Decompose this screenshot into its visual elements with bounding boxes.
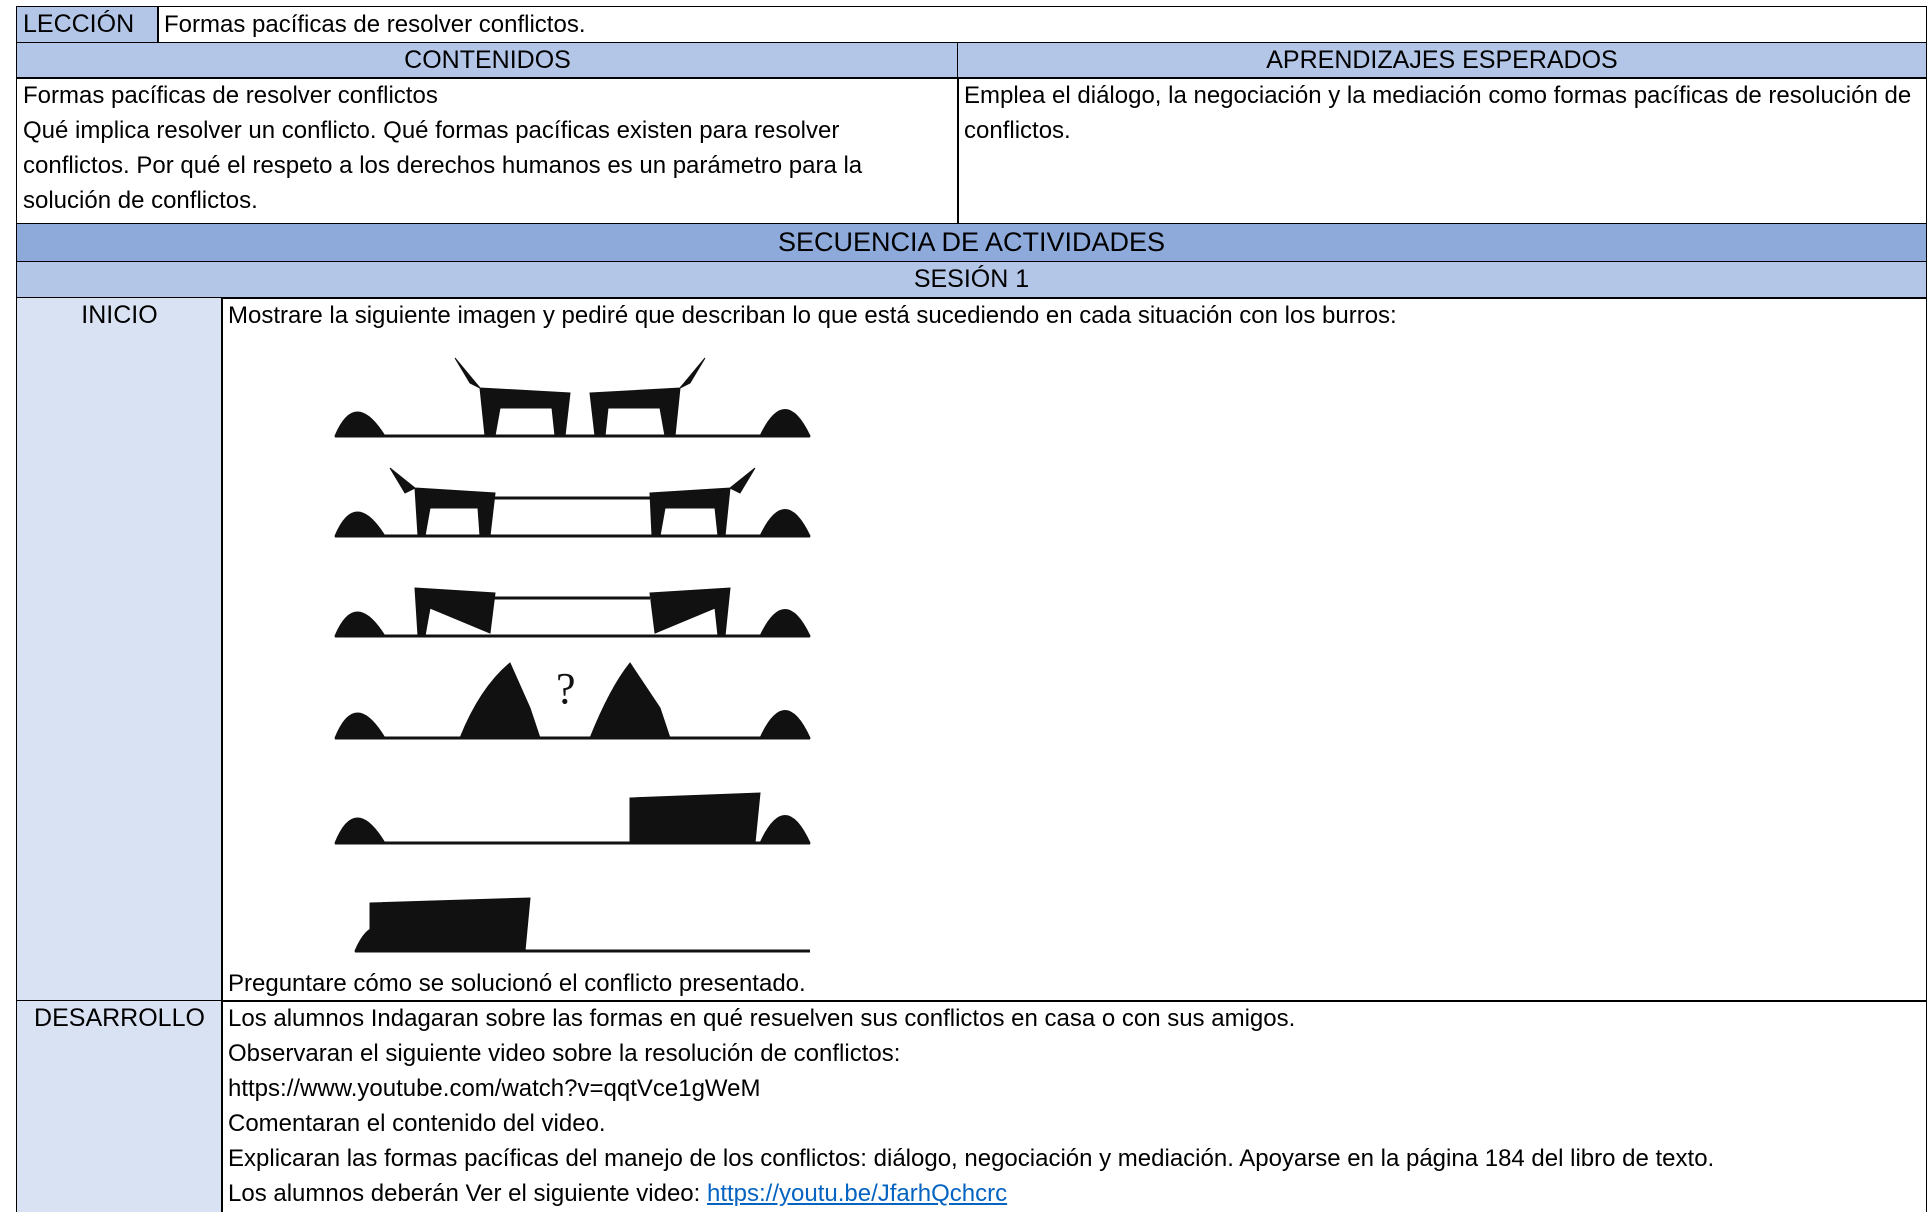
link-prefix: Los alumnos deberán Ver el siguiente vid… <box>228 1180 701 1207</box>
secuencia-header: SECUENCIA DE ACTIVIDADES <box>16 223 1927 263</box>
desarrollo-line: Los alumnos Indagaran sobre las formas e… <box>228 1005 1296 1032</box>
panel-5 <box>334 792 811 845</box>
desarrollo-link-line: Los alumnos deberán Ver el siguiente vid… <box>228 1176 1920 1211</box>
aprendizajes-text: Emplea el diálogo, la negociación y la m… <box>964 82 1912 144</box>
contenidos-line: Formas pacíficas de resolver conflictos <box>23 82 438 109</box>
svg-text:?: ? <box>556 664 576 713</box>
desarrollo-line: https://www.youtube.com/watch?v=qqtVce1g… <box>228 1075 761 1102</box>
panel-3 <box>334 587 811 638</box>
video-link[interactable]: https://youtu.be/JfarhQchcrc <box>706 1180 1008 1207</box>
panel-4: ? <box>334 662 811 740</box>
donkeys-image: ? <box>334 357 811 953</box>
inicio-closing: Preguntare cómo se solucionó el conflict… <box>228 970 806 997</box>
desarrollo-line: Observaran el siguiente video sobre la r… <box>228 1040 901 1067</box>
desarrollo-line: Comentaran el contenido del video. <box>228 1110 606 1137</box>
sesion-header: SESIÓN 1 <box>16 261 1927 299</box>
inicio-cell: Mostrare la siguiente imagen y pediré qu… <box>221 297 1927 1002</box>
contenidos-line: Qué implica resolver un conflicto. Qué f… <box>23 117 863 214</box>
aprendizajes-header: APRENDIZAJES ESPERADOS <box>957 42 1927 79</box>
contenidos-header: CONTENIDOS <box>16 42 959 79</box>
panel-2 <box>334 467 811 538</box>
desarrollo-line: Explicaran las formas pacíficas del mane… <box>228 1145 1715 1172</box>
lesson-title: Formas pacíficas de resolver conflictos. <box>157 6 1927 44</box>
aprendizajes-cell: Emplea el diálogo, la negociación y la m… <box>957 77 1927 225</box>
desarrollo-label: DESARROLLO <box>16 1000 223 1212</box>
inicio-label: INICIO <box>16 297 223 1002</box>
panel-1 <box>334 357 811 438</box>
lesson-label: LECCIÓN <box>16 6 159 44</box>
contenidos-cell: Formas pacíficas de resolver conflictos … <box>16 77 959 225</box>
inicio-intro: Mostrare la siguiente imagen y pediré qu… <box>228 302 1397 329</box>
desarrollo-cell: Los alumnos Indagaran sobre las formas e… <box>221 1000 1927 1212</box>
panel-6 <box>354 897 810 953</box>
